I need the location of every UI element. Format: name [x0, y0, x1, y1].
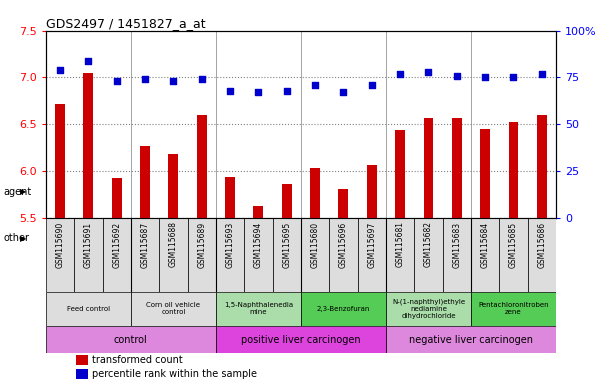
Bar: [414, 218, 442, 291]
Bar: [197, 115, 207, 384]
Bar: [301, 218, 329, 291]
Bar: [244, 218, 273, 291]
Text: GSM115681: GSM115681: [395, 222, 404, 267]
Bar: [499, 218, 528, 291]
Text: 1,5-Naphthalenedia
mine: 1,5-Naphthalenedia mine: [224, 302, 293, 315]
Text: GSM115680: GSM115680: [310, 222, 320, 268]
Bar: [46, 218, 74, 291]
Point: [480, 74, 490, 81]
Text: percentile rank within the sample: percentile rank within the sample: [92, 369, 257, 379]
Bar: [131, 218, 159, 291]
Point: [197, 76, 207, 83]
Bar: [46, 291, 131, 326]
Text: Corn oil vehicle
control: Corn oil vehicle control: [147, 302, 200, 315]
Text: GSM115682: GSM115682: [424, 222, 433, 267]
Text: ▶: ▶: [20, 233, 26, 243]
Bar: [273, 218, 301, 291]
Bar: [216, 291, 301, 326]
Bar: [471, 218, 499, 291]
Point: [338, 89, 348, 96]
Bar: [83, 73, 93, 384]
Bar: [386, 326, 556, 353]
Text: agent: agent: [3, 187, 31, 197]
Text: GSM115696: GSM115696: [339, 222, 348, 268]
Bar: [310, 168, 320, 384]
Text: GSM115687: GSM115687: [141, 222, 150, 268]
Text: positive liver carcinogen: positive liver carcinogen: [241, 334, 360, 344]
Bar: [76, 355, 87, 365]
Bar: [46, 326, 216, 353]
Bar: [367, 166, 377, 384]
Point: [423, 69, 433, 75]
Bar: [338, 189, 348, 384]
Text: GSM115686: GSM115686: [537, 222, 546, 268]
Bar: [140, 146, 150, 384]
Text: GSM115685: GSM115685: [509, 222, 518, 268]
Point: [254, 89, 263, 96]
Text: GSM115691: GSM115691: [84, 222, 93, 268]
Text: Pentachloronitroben
zene: Pentachloronitroben zene: [478, 302, 549, 315]
Point: [225, 88, 235, 94]
Bar: [480, 129, 490, 384]
Text: N-(1-naphthyl)ethyle
nediamine
dihydrochloride: N-(1-naphthyl)ethyle nediamine dihydroch…: [392, 298, 465, 319]
Point: [84, 58, 93, 64]
Bar: [188, 218, 216, 291]
Bar: [508, 122, 519, 384]
Point: [140, 76, 150, 83]
Text: GSM115690: GSM115690: [56, 222, 65, 268]
Point: [112, 78, 122, 84]
Bar: [423, 118, 433, 384]
Bar: [74, 218, 103, 291]
Bar: [131, 291, 216, 326]
Bar: [452, 118, 462, 384]
Text: control: control: [114, 334, 148, 344]
Bar: [395, 130, 405, 384]
Point: [452, 73, 462, 79]
Bar: [216, 326, 386, 353]
Text: GSM115683: GSM115683: [452, 222, 461, 268]
Text: other: other: [3, 233, 29, 243]
Bar: [159, 218, 188, 291]
Bar: [225, 177, 235, 384]
Text: GSM115688: GSM115688: [169, 222, 178, 267]
Bar: [386, 218, 414, 291]
Point: [395, 71, 405, 77]
Point: [508, 74, 518, 81]
Text: GSM115684: GSM115684: [481, 222, 489, 268]
Text: GSM115693: GSM115693: [225, 222, 235, 268]
Text: GSM115692: GSM115692: [112, 222, 121, 268]
Bar: [254, 205, 263, 384]
Point: [310, 82, 320, 88]
Text: transformed count: transformed count: [92, 355, 183, 365]
Text: GSM115689: GSM115689: [197, 222, 207, 268]
Bar: [471, 291, 556, 326]
Text: GSM115695: GSM115695: [282, 222, 291, 268]
Text: 2,3-Benzofuran: 2,3-Benzofuran: [316, 306, 370, 312]
Point: [282, 88, 291, 94]
Text: ▶: ▶: [20, 187, 26, 197]
Bar: [216, 218, 244, 291]
Bar: [76, 369, 87, 379]
Text: GSM115694: GSM115694: [254, 222, 263, 268]
Bar: [442, 218, 471, 291]
Point: [169, 78, 178, 84]
Bar: [357, 218, 386, 291]
Bar: [112, 177, 122, 384]
Bar: [169, 154, 178, 384]
Bar: [282, 184, 291, 384]
Bar: [301, 291, 386, 326]
Point: [55, 67, 65, 73]
Bar: [528, 218, 556, 291]
Point: [537, 71, 547, 77]
Point: [367, 82, 376, 88]
Bar: [55, 104, 65, 384]
Bar: [537, 115, 547, 384]
Text: GDS2497 / 1451827_a_at: GDS2497 / 1451827_a_at: [46, 17, 205, 30]
Bar: [329, 218, 357, 291]
Bar: [386, 291, 471, 326]
Text: negative liver carcinogen: negative liver carcinogen: [409, 334, 533, 344]
Bar: [103, 218, 131, 291]
Text: Feed control: Feed control: [67, 306, 110, 312]
Text: GSM115697: GSM115697: [367, 222, 376, 268]
